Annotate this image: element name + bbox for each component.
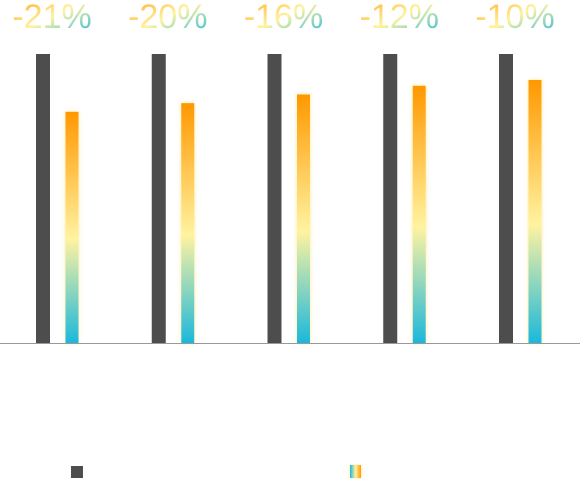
value-label-3: -16% [244, 0, 323, 36]
value-label-4: -12% [360, 0, 439, 36]
bar-dark-5 [499, 54, 513, 343]
bar-dark-4 [383, 54, 398, 343]
bar-gradient-5 [528, 80, 542, 343]
bars [36, 54, 542, 344]
value-label-2: -20% [128, 0, 207, 36]
bar-dark-1 [36, 54, 50, 343]
value-label-1: -21% [12, 0, 91, 36]
bar-gradient-1 [65, 111, 79, 343]
legend-swatch-dark [71, 466, 83, 478]
bar-gradient-4 [412, 85, 426, 343]
bar-dark-2 [151, 54, 166, 343]
bar-gradient-2 [181, 103, 195, 343]
value-labels: -21% -20% -16% -12% -10% [12, 0, 554, 36]
legend [71, 465, 361, 478]
bar-dark-3 [267, 54, 282, 343]
bar-gradient-3 [297, 94, 310, 344]
legend-swatch-gradient [350, 465, 361, 478]
value-label-5: -10% [475, 0, 554, 36]
